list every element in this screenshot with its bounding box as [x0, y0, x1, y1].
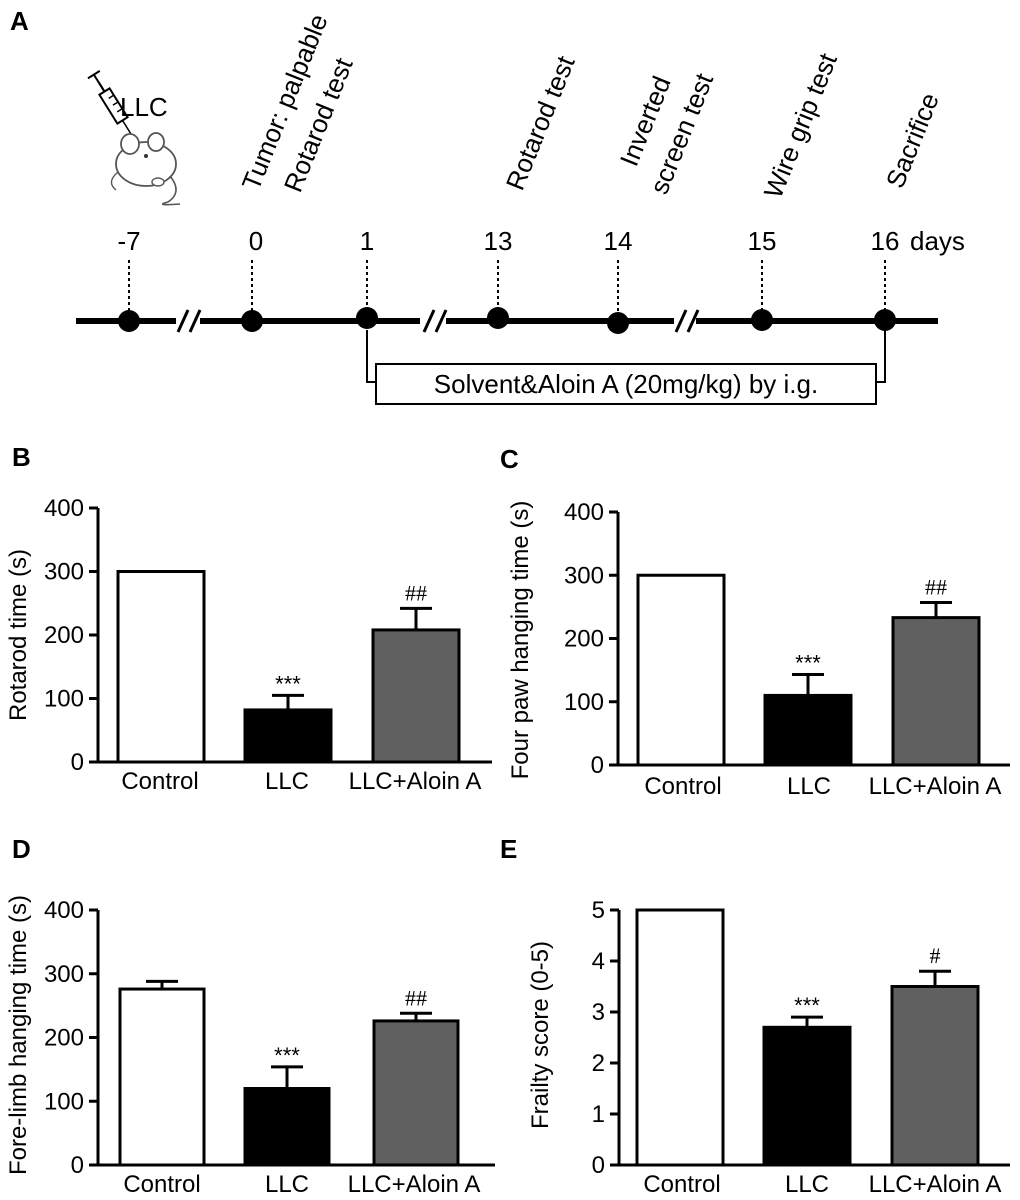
treatment-box [375, 363, 877, 405]
y-axis-label: Four paw hanging time (s) [507, 501, 534, 780]
category-label: Control [121, 768, 198, 795]
y-tick-label: 400 [564, 499, 604, 526]
panel-a-letter: A [10, 6, 29, 36]
bar [890, 985, 980, 1167]
panel-d-letter: D [12, 834, 31, 864]
panel-a: A LLC Tumor: palpable Rotarod test [10, 6, 965, 405]
category-label: LLC+Aloin A [348, 1171, 481, 1198]
category-label: Control [643, 1171, 720, 1198]
bar [763, 693, 853, 767]
bar [762, 1025, 852, 1167]
significance-label: *** [275, 671, 301, 696]
bar [118, 987, 206, 1167]
timeline-markers [118, 260, 896, 334]
day-numbers: -7 0 1 13 14 15 16 days [117, 226, 964, 256]
y-tick-label: 3 [592, 999, 605, 1026]
y-axis-label: Rotarod time (s) [5, 549, 32, 721]
category-label: Control [644, 773, 721, 800]
category-label: LLC [785, 1171, 829, 1198]
bar [636, 573, 726, 767]
category-label: LLC [265, 768, 309, 795]
timeline-marker [487, 260, 509, 329]
day-number: -7 [117, 226, 140, 256]
syringe-icon [87, 70, 133, 137]
event-label-wire-grip: Wire grip test [758, 48, 843, 202]
panel-e-letter: E [500, 834, 517, 864]
category-label: Control [123, 1171, 200, 1198]
y-tick-label: 300 [44, 961, 84, 988]
y-tick-label: 100 [44, 1088, 84, 1115]
y-tick-label: 0 [71, 1152, 84, 1179]
y-tick-label: 200 [564, 626, 604, 653]
day-number: 0 [249, 226, 263, 256]
y-axis-label: Fore-limb hanging time (s) [5, 895, 32, 1175]
y-tick-label: 200 [44, 1025, 84, 1052]
significance-label: ## [405, 580, 427, 605]
timeline-marker [356, 260, 378, 329]
y-tick-label: 200 [44, 622, 84, 649]
bar [243, 1087, 331, 1167]
panel-d: D 0 100 200 300 400 Fore-limb hanging time (s… [5, 834, 495, 1198]
days-unit-label: days [910, 226, 965, 256]
y-tick-label: 0 [592, 1152, 605, 1179]
treatment-label: Solvent&Aloin A (20mg/kg) by i.g. [434, 369, 818, 399]
bar [635, 908, 725, 1167]
significance-label: # [930, 943, 941, 968]
day-number: 13 [484, 226, 513, 256]
panel-b: B 0 100 200 300 400 Rotarod time (s) Control **… [5, 442, 492, 795]
category-label: LLC [787, 773, 831, 800]
panel-c-letter: C [500, 444, 519, 474]
bar [371, 628, 461, 764]
timeline-marker [751, 260, 773, 331]
y-tick-label: 100 [564, 689, 604, 716]
bar [116, 570, 206, 764]
timeline-breaks [176, 309, 700, 333]
significance-label: *** [794, 993, 820, 1018]
y-tick-label: 5 [592, 897, 605, 924]
timeline-marker [874, 260, 896, 331]
significance-label: ## [405, 985, 427, 1010]
y-tick-label: 300 [564, 562, 604, 589]
y-tick-label: 4 [592, 948, 605, 975]
treatment-bracket: Solvent&Aloin A (20mg/kg) by i.g. [366, 330, 886, 405]
day-number: 14 [604, 226, 633, 256]
category-label: LLC [265, 1171, 309, 1198]
y-tick-label: 100 [44, 686, 84, 713]
significance-label: *** [274, 1043, 300, 1068]
mouse-icon [110, 132, 181, 206]
injection-label: LLC [120, 92, 168, 122]
bar [891, 616, 981, 767]
significance-label: ## [925, 574, 947, 599]
bar [243, 708, 333, 764]
y-tick-label: 400 [44, 495, 84, 522]
timeline-marker [607, 260, 629, 334]
y-tick-label: 2 [592, 1050, 605, 1077]
bar [372, 1019, 460, 1167]
y-tick-label: 0 [71, 749, 84, 776]
timeline-marker [118, 260, 140, 332]
y-tick-label: 300 [44, 559, 84, 586]
panel-b-letter: B [12, 442, 31, 472]
timeline-marker [241, 260, 263, 332]
event-label-sacrifice: Sacrifice [880, 89, 945, 193]
significance-label: *** [795, 651, 821, 676]
y-axis-label: Frailty score (0-5) [527, 941, 554, 1129]
event-label-rotarod-13: Rotarod test [500, 51, 581, 194]
panel-e: E 0 1 2 3 4 5 Frailty score (0-5) Control *** LLC… [500, 834, 1010, 1198]
category-label: LLC+Aloin A [869, 1171, 1002, 1198]
day-number: 15 [748, 226, 777, 256]
event-labels: Tumor: palpable Rotarod test Rotarod tes… [236, 10, 945, 203]
y-tick-label: 1 [592, 1101, 605, 1128]
day-number: 16 [871, 226, 900, 256]
y-tick-label: 0 [591, 752, 604, 779]
panel-c: C 0 100 200 300 400 Four paw hanging time (s)… [500, 444, 1010, 800]
y-tick-label: 400 [44, 897, 84, 924]
day-number: 1 [360, 226, 374, 256]
category-label: LLC+Aloin A [349, 768, 482, 795]
category-label: LLC+Aloin A [869, 773, 1002, 800]
